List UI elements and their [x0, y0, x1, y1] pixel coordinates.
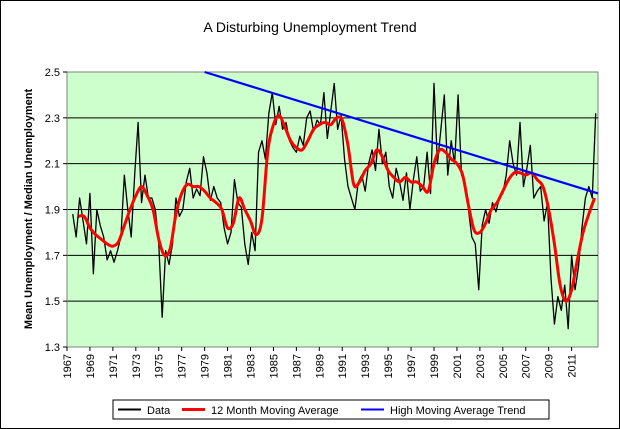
y-tick-label: 1.3: [45, 342, 60, 354]
axes: 1.3 1.5 1.7 1.9 2.1 2.3 2.5 1967 1969 1971 1973 197…: [45, 67, 598, 378]
legend-label-moving-average: 12 Month Moving Average: [211, 405, 339, 417]
y-tick-label: 2.3: [45, 113, 60, 125]
x-tick-label: 1997: [406, 354, 418, 378]
high-trend-line: [204, 70, 599, 195]
x-tick-label: 1985: [268, 354, 280, 378]
legend-label-data: Data: [147, 405, 171, 417]
legend: Data 12 Month Moving Average High Moving…: [112, 399, 550, 420]
x-tick-label: 1971: [108, 354, 120, 378]
y-tick-label: 2.5: [45, 67, 60, 79]
moving-average-line: [78, 114, 596, 303]
x-tick-label: 1991: [337, 354, 349, 378]
y-axis-label: Mean Unemployment / Median Unemployment: [23, 89, 35, 330]
y-tick-label: 1.9: [45, 205, 60, 217]
x-tick-label: 2007: [521, 354, 533, 378]
x-tick-label: 2005: [498, 354, 510, 378]
x-tick-label: 1987: [291, 354, 303, 378]
x-tick-label: 2009: [544, 354, 556, 378]
y-tick-label: 2.1: [45, 159, 60, 171]
x-tick-label: 2003: [475, 354, 487, 378]
x-tick-label: 1967: [62, 354, 74, 378]
y-tick-label: 1.5: [45, 296, 60, 308]
x-tick-label: 2001: [452, 354, 464, 378]
legend-label-trend: High Moving Average Trend: [390, 405, 526, 417]
chart-title: A Disturbing Unemployment Trend: [203, 19, 416, 35]
data-line: [72, 82, 597, 330]
y-tick-label: 1.7: [45, 250, 60, 262]
x-tick-label: 1969: [85, 354, 97, 378]
x-tick-label: 1995: [383, 354, 395, 378]
x-tick-label: 1975: [154, 354, 166, 378]
x-tick-label: 1989: [314, 354, 326, 378]
x-tick-label: 1999: [429, 354, 441, 378]
x-tick-label: 2011: [567, 354, 579, 378]
series-layer: [72, 70, 599, 330]
x-tick-label: 1993: [360, 354, 372, 378]
x-tick-label: 1981: [223, 354, 235, 378]
x-tick-label: 1983: [245, 354, 257, 378]
x-tick-label: 1979: [200, 354, 212, 378]
x-tick-label: 1977: [177, 354, 189, 378]
legend-box: [112, 399, 550, 420]
x-tick-label: 1973: [131, 354, 143, 378]
